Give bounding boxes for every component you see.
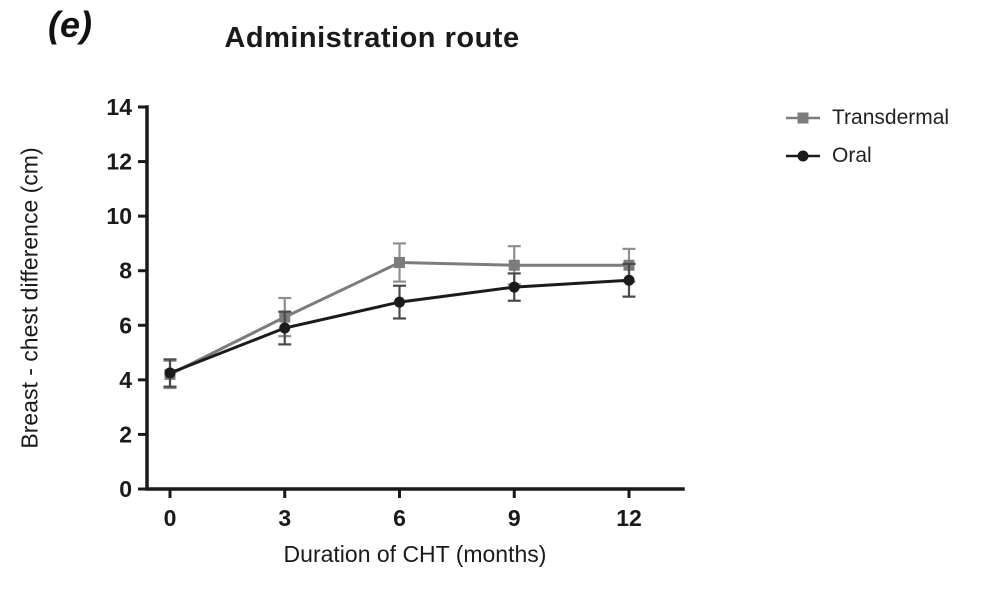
svg-text:3: 3 [278, 505, 291, 531]
svg-text:8: 8 [119, 258, 132, 284]
svg-text:10: 10 [106, 203, 132, 229]
circle-marker-icon [786, 150, 820, 162]
svg-text:0: 0 [164, 505, 177, 531]
x-axis-label: Duration of CHT (months) [283, 541, 547, 567]
legend-label-oral: Oral [832, 144, 872, 167]
svg-text:4: 4 [119, 367, 132, 393]
square-marker-icon [786, 112, 820, 124]
svg-text:12: 12 [106, 149, 132, 175]
svg-text:9: 9 [508, 505, 521, 531]
svg-text:6: 6 [393, 505, 406, 531]
panel-label: (e) [48, 4, 92, 45]
legend: Transdermal Oral [786, 106, 949, 168]
legend-label-transdermal: Transdermal [832, 106, 950, 129]
chart-title: Administration route [224, 22, 520, 54]
svg-text:14: 14 [106, 94, 132, 120]
legend-item-oral: Oral [786, 144, 949, 168]
svg-text:2: 2 [119, 421, 132, 447]
svg-text:0: 0 [119, 476, 132, 502]
svg-text:6: 6 [119, 312, 132, 338]
svg-text:12: 12 [616, 505, 642, 531]
legend-item-transdermal: Transdermal [786, 106, 949, 130]
